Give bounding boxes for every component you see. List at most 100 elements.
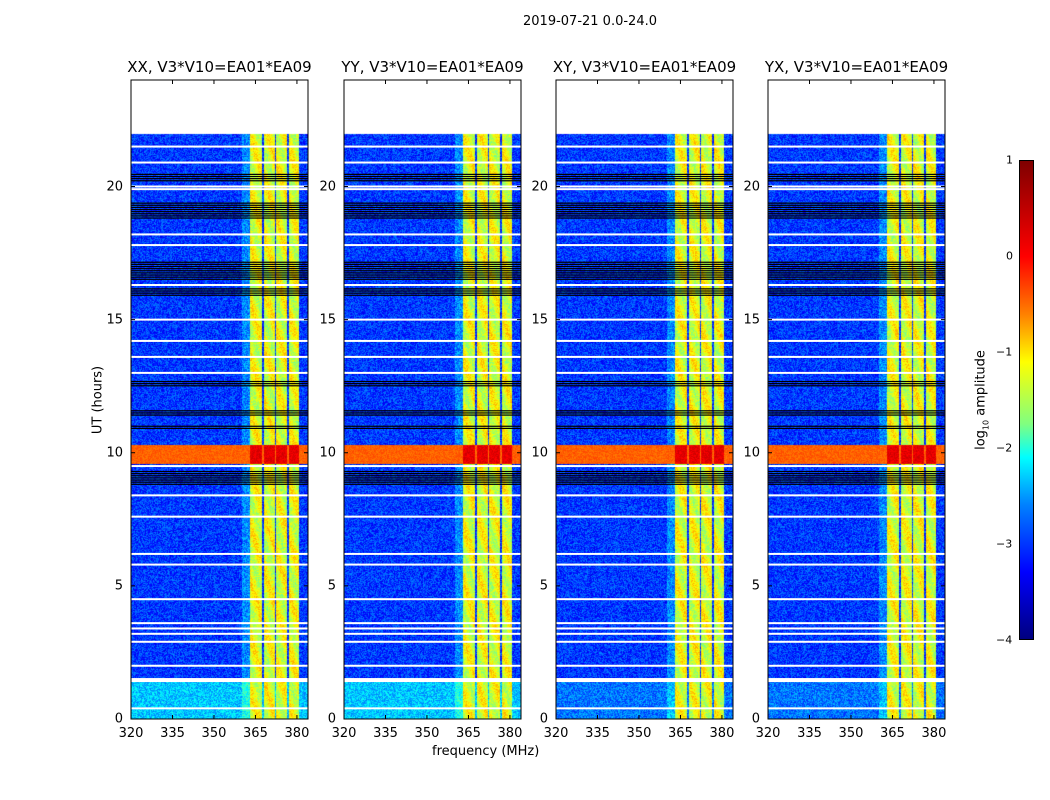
bad-data-block (556, 202, 733, 219)
y-tick-label: 20 (531, 179, 548, 194)
y-tick-label: 20 (743, 179, 760, 194)
x-tick-label: 365 (668, 726, 693, 741)
flagged-row (768, 640, 945, 643)
panel-title: YY, V3*V10=EA01*EA09 (341, 58, 524, 76)
flagged-row (768, 233, 945, 236)
flagged-row (344, 465, 521, 468)
flagged-row (556, 284, 733, 287)
flagged-row (131, 318, 308, 321)
axes-frame (767, 79, 946, 720)
axes-frame (343, 79, 522, 720)
colorbar (1019, 160, 1034, 640)
flagged-row (131, 598, 308, 601)
flagged-row (131, 627, 308, 630)
x-tick-label: 380 (709, 726, 735, 741)
bad-data-block (344, 173, 521, 182)
flagged-row (556, 233, 733, 236)
flagged-row (556, 640, 733, 643)
flagged-row (556, 664, 733, 667)
x-tick-label: 350 (626, 726, 652, 741)
panel-2: XY, V3*V10=EA01*EA09 320 335 350 365 380 0 5 10 1… (531, 58, 736, 741)
flagged-row (768, 598, 945, 601)
flagged-row (768, 563, 945, 566)
flagged-row (768, 552, 945, 555)
bad-data-block (556, 425, 733, 429)
colorbar-tick-label: −4 (996, 633, 1013, 647)
axes-frame (555, 79, 734, 720)
bad-data-block (768, 425, 945, 429)
flagged-row (131, 161, 308, 164)
bad-data-block (131, 261, 308, 280)
bad-data-block (768, 288, 945, 296)
flagged-row (768, 622, 945, 625)
bad-data-block (131, 288, 308, 296)
x-tick-label: 335 (797, 726, 822, 741)
x-tick-label: 380 (497, 726, 523, 741)
flagged-row (131, 145, 308, 148)
flagged-row (131, 494, 308, 497)
flagged-row (344, 339, 521, 342)
flagged-row (768, 515, 945, 518)
flagged-row (556, 622, 733, 625)
x-tick-label: 320 (331, 726, 357, 741)
flagged-row (768, 284, 945, 287)
flagged-row (556, 244, 733, 247)
flagged-row (768, 185, 945, 188)
flagged-row (768, 627, 945, 630)
bad-data-block (768, 173, 945, 182)
flagged-row (344, 145, 521, 148)
y-tick-label: 10 (743, 445, 760, 461)
x-axis-label: frequency (MHz) (432, 744, 540, 759)
flagged-row (768, 465, 945, 468)
bad-data-block (556, 288, 733, 296)
y-tick-label: 10 (319, 445, 336, 461)
flagged-row (768, 188, 945, 191)
bad-data-block (556, 261, 733, 280)
x-tick-label: 365 (243, 726, 268, 741)
colorbar-tick-label: −1 (996, 345, 1013, 359)
x-tick-label: 380 (284, 726, 310, 741)
flagged-row (344, 632, 521, 635)
bad-data-block (768, 410, 945, 416)
x-tick-label: 320 (118, 726, 144, 741)
flagged-row (344, 233, 521, 236)
panel-3: YX, V3*V10=EA01*EA09 320 335 350 365 380 0 5 10 1… (743, 58, 948, 741)
flagged-row (556, 678, 733, 683)
flagged-row (131, 465, 308, 468)
colorbar-tick-label: 0 (1006, 249, 1013, 263)
y-tick-label: 15 (319, 312, 336, 328)
flagged-row (131, 632, 308, 635)
panel-title: XY, V3*V10=EA01*EA09 (552, 58, 737, 76)
flagged-row (768, 244, 945, 247)
y-axis-label: UT (hours) (90, 365, 106, 435)
flagged-row (344, 678, 521, 683)
x-tick-label: 335 (160, 726, 185, 741)
bad-data-block (344, 380, 521, 387)
flagged-row (768, 632, 945, 635)
y-tick-label: 10 (531, 445, 548, 461)
bad-data-block (131, 470, 308, 485)
flagged-row (131, 678, 308, 683)
flagged-row (131, 563, 308, 566)
panel-title: XX, V3*V10=EA01*EA09 (127, 58, 312, 76)
flagged-row (131, 664, 308, 667)
bad-data-block (131, 425, 308, 429)
y-tick-label: 15 (743, 312, 760, 328)
flagged-row (344, 161, 521, 164)
flagged-row (768, 355, 945, 358)
panel-title: YX, V3*V10=EA01*EA09 (764, 58, 949, 76)
y-tick-label: 10 (106, 445, 123, 461)
x-tick-label: 350 (838, 726, 864, 741)
x-tick-label: 350 (201, 726, 227, 741)
x-tick-label: 350 (414, 726, 440, 741)
flagged-row (344, 284, 521, 287)
colorbar-tick-label: −2 (996, 441, 1013, 455)
y-tick-label: 5 (751, 578, 760, 594)
bad-data-block (556, 470, 733, 485)
x-tick-label: 365 (880, 726, 905, 741)
flagged-row (344, 318, 521, 321)
flagged-row (768, 494, 945, 497)
y-tick-label: 20 (106, 179, 123, 194)
flagged-row (556, 707, 733, 710)
bad-data-block (556, 380, 733, 387)
